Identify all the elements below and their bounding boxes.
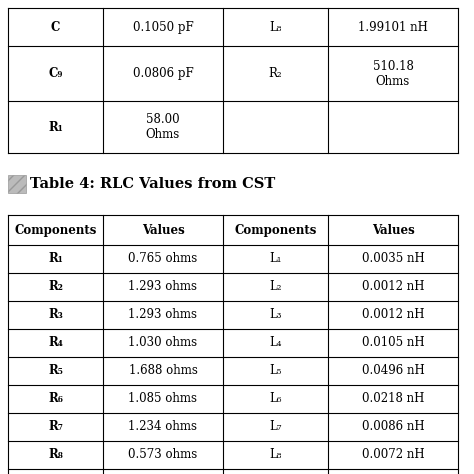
Text: R₅: R₅ (48, 365, 63, 377)
Bar (8, 175, 26, 193)
Text: 0.0806 pF: 0.0806 pF (133, 67, 193, 80)
Text: 1.234 ohms: 1.234 ohms (128, 420, 198, 434)
Text: 1.293 ohms: 1.293 ohms (128, 309, 198, 321)
Text: 1.030 ohms: 1.030 ohms (128, 337, 198, 349)
Text: 0.765 ohms: 0.765 ohms (128, 253, 198, 265)
Text: Table 4: RLC Values from CST: Table 4: RLC Values from CST (30, 177, 275, 191)
Text: L₇: L₇ (269, 420, 282, 434)
Text: 510.18
Ohms: 510.18 Ohms (373, 60, 413, 88)
Text: L₃: L₃ (269, 309, 282, 321)
Text: 1.99101 nH: 1.99101 nH (358, 20, 428, 34)
Text: R₂: R₂ (48, 281, 63, 293)
Text: 1.293 ohms: 1.293 ohms (128, 281, 198, 293)
Text: R₁: R₁ (48, 253, 63, 265)
Text: R₂: R₂ (269, 67, 283, 80)
Text: 0.0012 nH: 0.0012 nH (362, 309, 424, 321)
Text: L₂: L₂ (269, 281, 282, 293)
Text: L₅: L₅ (269, 365, 282, 377)
Text: 1.688 ohms: 1.688 ohms (128, 365, 198, 377)
Text: R₆: R₆ (48, 392, 63, 405)
Text: 0.0072 nH: 0.0072 nH (362, 448, 424, 462)
Text: 0.0012 nH: 0.0012 nH (362, 281, 424, 293)
Text: L₁: L₁ (269, 253, 282, 265)
Text: L₈: L₈ (269, 448, 282, 462)
Text: L₈: L₈ (269, 20, 282, 34)
Text: R₁: R₁ (48, 120, 63, 134)
Text: 0.0035 nH: 0.0035 nH (362, 253, 424, 265)
Text: Values: Values (372, 224, 414, 237)
Text: C₉: C₉ (48, 67, 63, 80)
Text: R₈: R₈ (48, 448, 63, 462)
Text: 0.573 ohms: 0.573 ohms (128, 448, 198, 462)
Text: 0.0496 nH: 0.0496 nH (362, 365, 424, 377)
Text: R₇: R₇ (48, 420, 63, 434)
Text: 58.00
Ohms: 58.00 Ohms (146, 113, 180, 141)
Text: Components: Components (14, 224, 97, 237)
Text: 0.1050 pF: 0.1050 pF (133, 20, 193, 34)
Text: Values: Values (142, 224, 184, 237)
Text: 0.0105 nH: 0.0105 nH (362, 337, 424, 349)
Text: Components: Components (234, 224, 317, 237)
Text: L₄: L₄ (269, 337, 282, 349)
Text: 1.085 ohms: 1.085 ohms (128, 392, 198, 405)
Text: R₃: R₃ (48, 309, 63, 321)
Text: L₆: L₆ (269, 392, 282, 405)
Text: 0.0218 nH: 0.0218 nH (362, 392, 424, 405)
Text: R₄: R₄ (48, 337, 63, 349)
Text: C: C (51, 20, 60, 34)
Text: 0.0086 nH: 0.0086 nH (362, 420, 424, 434)
